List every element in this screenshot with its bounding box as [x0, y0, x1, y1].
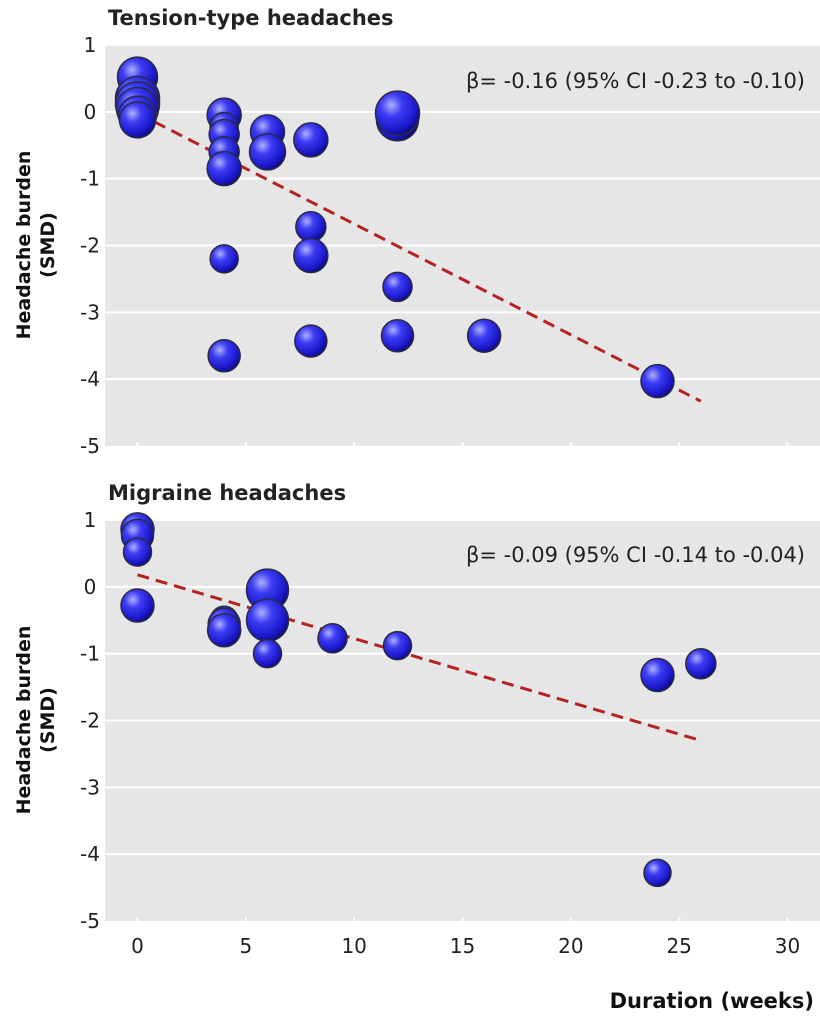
data-point	[245, 598, 290, 642]
chart-panel-1: 1 0 -1 -2 -3 -4 -5 Tension-type headaches Headac…	[13, 6, 820, 458]
y-axis-label-line: Headache burden	[13, 151, 35, 340]
x-tick-label: 30	[775, 934, 800, 958]
y-axis-label-line: (SMD)	[37, 687, 59, 753]
panel-title: Migraine headaches	[108, 481, 346, 505]
data-point	[294, 324, 328, 358]
beta-annotation: β= -0.16 (95% CI -0.23 to -0.10)	[466, 69, 805, 93]
y-tick-label: -4	[80, 842, 100, 866]
data-point	[380, 318, 415, 353]
y-tick-label: -5	[80, 909, 100, 933]
data-point	[293, 122, 329, 158]
x-tick-label: 25	[666, 934, 691, 958]
y-tick-label: -2	[80, 709, 100, 733]
data-point	[120, 588, 155, 623]
data-point	[206, 613, 242, 648]
y-tick-label: 0	[84, 100, 97, 124]
x-tick-label: 0	[131, 934, 144, 958]
y-tick-label: 1	[84, 33, 97, 57]
data-point	[252, 638, 283, 669]
data-point	[685, 647, 717, 680]
y-tick-label: 1	[84, 508, 97, 532]
x-tick-label: 20	[558, 934, 583, 958]
data-point	[118, 101, 157, 139]
data-point	[382, 271, 413, 303]
data-point	[382, 630, 413, 661]
y-tick-label: -1	[80, 642, 100, 666]
data-point	[466, 318, 502, 353]
y-tick-label: -4	[80, 367, 100, 391]
data-point	[293, 237, 329, 274]
y-tick-label: -3	[80, 775, 100, 799]
y-axis-label: Headache burden (SMD)	[13, 151, 59, 340]
data-point	[206, 150, 242, 187]
trend-line	[137, 573, 702, 742]
x-tick-label: 5	[239, 934, 252, 958]
y-axis-label-line: Headache burden	[13, 626, 35, 815]
data-point	[295, 211, 327, 243]
y-tick-label: -1	[80, 167, 100, 191]
data-point	[248, 133, 287, 171]
y-tick-label: -3	[80, 300, 100, 324]
data-point	[643, 858, 672, 888]
data-point	[374, 90, 421, 136]
y-tick-label: 0	[84, 575, 97, 599]
data-point	[640, 657, 675, 693]
data-point	[640, 363, 675, 399]
data-point	[122, 537, 153, 567]
data-point	[207, 339, 241, 373]
y-tick-label: -5	[80, 434, 100, 458]
beta-annotation: β= -0.09 (95% CI -0.14 to -0.04)	[466, 543, 805, 567]
y-tick-label: -2	[80, 234, 100, 258]
x-tick-label: 15	[450, 934, 475, 958]
x-axis-label: Duration (weeks)	[610, 989, 814, 1013]
y-axis-label-line: (SMD)	[37, 212, 59, 278]
data-point	[317, 623, 348, 654]
x-tick-label: 10	[341, 934, 366, 958]
y-axis-label: Headache burden (SMD)	[13, 626, 59, 815]
panel-title: Tension-type headaches	[108, 6, 394, 30]
data-point	[209, 244, 239, 274]
